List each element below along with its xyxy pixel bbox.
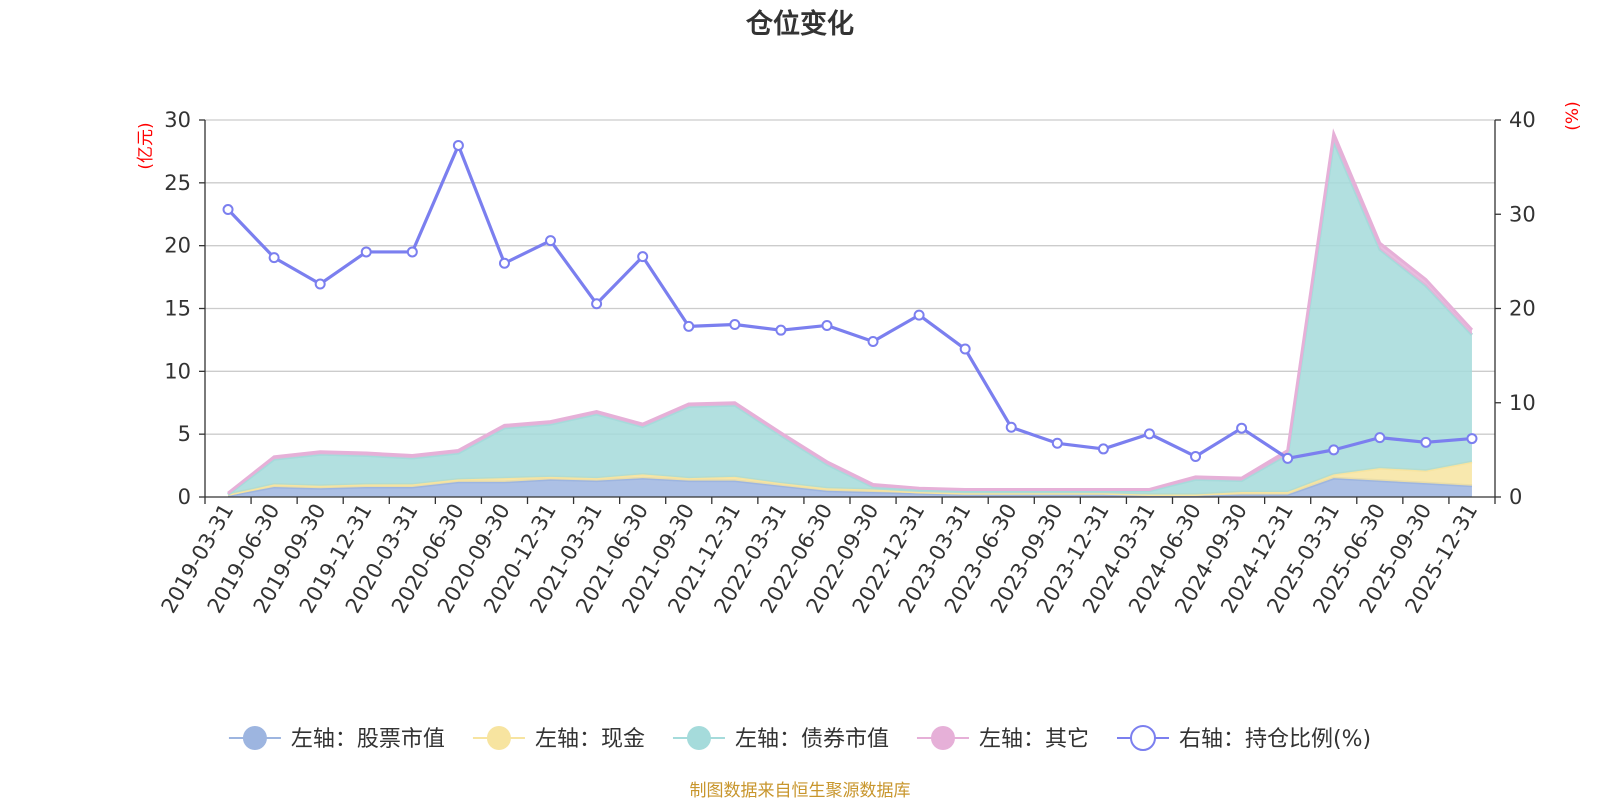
ratio-point bbox=[545, 235, 557, 247]
ratio-point bbox=[591, 298, 603, 310]
ratio-point bbox=[1328, 444, 1340, 456]
ratio-point bbox=[1374, 432, 1386, 444]
ratio-point bbox=[1005, 421, 1017, 433]
left-axis-unit: (亿元) bbox=[136, 122, 156, 169]
legend-item: 右轴：持仓比例(%) bbox=[1116, 725, 1371, 752]
ratio-point bbox=[498, 257, 510, 269]
ratio-point bbox=[775, 324, 787, 336]
ratio-point bbox=[1190, 450, 1202, 462]
ratio-point bbox=[452, 139, 464, 151]
legend-circle-symbol bbox=[686, 726, 711, 750]
right-tick-label: 0 bbox=[1509, 485, 1522, 509]
legend-item: 左轴：债券市值 bbox=[672, 726, 889, 752]
ratio-point bbox=[1466, 433, 1478, 445]
legend-label: 左轴：现金 bbox=[535, 727, 645, 752]
ratio-point bbox=[729, 319, 741, 331]
right-tick-label: 10 bbox=[1509, 391, 1536, 415]
left-tick-label: 5 bbox=[178, 422, 191, 446]
ratio-point bbox=[268, 252, 280, 264]
area-series-4 bbox=[228, 133, 1472, 495]
ratio-point bbox=[314, 278, 326, 290]
area-series-1 bbox=[228, 478, 1472, 497]
right-tick-label: 30 bbox=[1509, 202, 1536, 226]
left-tick-label: 25 bbox=[164, 171, 191, 195]
area-edge-series-4 bbox=[227, 128, 1474, 495]
ratio-point bbox=[222, 204, 234, 216]
legend-item: 左轴：股票市值 bbox=[228, 726, 445, 752]
ratio-point bbox=[360, 246, 372, 258]
ratio-point bbox=[959, 343, 971, 355]
legend-circle-symbol bbox=[1129, 725, 1156, 751]
area-edge-series-3 bbox=[227, 135, 1474, 496]
grid-lines bbox=[205, 119, 1495, 435]
legend-item: 左轴：现金 bbox=[472, 726, 645, 752]
right-tick-label: 20 bbox=[1509, 297, 1536, 321]
legend-label: 左轴：债券市值 bbox=[735, 727, 889, 752]
ratio-line-path bbox=[226, 143, 1473, 460]
ratio-point bbox=[1097, 443, 1109, 455]
left-tick-label: 0 bbox=[178, 485, 191, 509]
legend: 左轴：股票市值 左轴：现金 左轴：债券市值 左轴：其它 右轴：持仓比例(%) bbox=[228, 725, 1371, 752]
left-tick-label: 20 bbox=[164, 234, 191, 258]
ratio-point bbox=[1282, 452, 1294, 464]
right-tick-label: 40 bbox=[1509, 108, 1536, 132]
legend-circle-symbol bbox=[242, 726, 267, 750]
ratio-point bbox=[1420, 436, 1432, 448]
ratio-point bbox=[1143, 428, 1155, 440]
chart-title: 仓位变化 bbox=[745, 8, 854, 40]
holding-ratio-line bbox=[222, 139, 1478, 464]
ratio-point bbox=[683, 320, 695, 332]
legend-circle-symbol bbox=[486, 726, 511, 750]
ratio-point bbox=[867, 335, 879, 347]
stacked-areas bbox=[227, 128, 1474, 498]
legend-circle-symbol bbox=[930, 726, 955, 750]
ratio-point bbox=[1051, 437, 1063, 449]
legend-label: 左轴：股票市值 bbox=[291, 727, 445, 752]
ratio-point bbox=[1236, 422, 1248, 434]
ratio-point bbox=[406, 246, 418, 258]
legend-item: 左轴：其它 bbox=[916, 726, 1089, 752]
left-tick-label: 15 bbox=[164, 297, 191, 321]
left-tick-label: 30 bbox=[164, 108, 191, 132]
ratio-point bbox=[913, 309, 925, 321]
area-series-3 bbox=[228, 141, 1472, 495]
right-axis-unit: (%) bbox=[1563, 101, 1583, 130]
data-source-note: 制图数据来自恒生聚源数据库 bbox=[690, 781, 911, 800]
left-tick-label: 10 bbox=[164, 359, 191, 383]
legend-label: 左轴：其它 bbox=[979, 727, 1089, 752]
ratio-point bbox=[637, 251, 649, 263]
ratio-point bbox=[821, 319, 833, 331]
legend-label: 右轴：持仓比例(%) bbox=[1179, 727, 1371, 752]
